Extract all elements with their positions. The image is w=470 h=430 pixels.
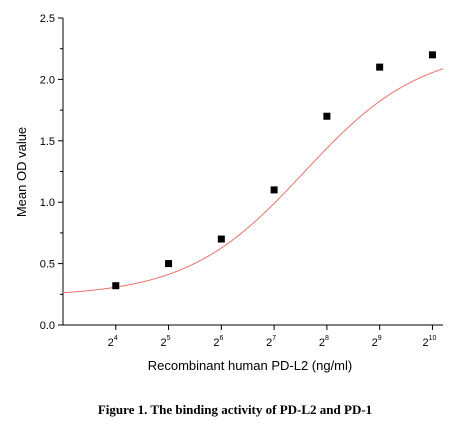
y-tick-label: 2.5 [40,13,55,25]
figure-caption: Figure 1. The binding activity of PD-L2 … [97,402,373,417]
x-axis-title: Recombinant human PD-L2 (ng/ml) [148,358,352,373]
data-points [112,51,436,290]
data-point [428,51,436,59]
y-tick-label: 2.0 [40,74,55,86]
data-point [217,235,225,243]
x-tick-label: 25 [161,335,171,349]
fit-curve [62,68,444,294]
x-tick-label: 29 [372,335,382,349]
data-point [323,112,331,120]
data-point [270,186,278,194]
data-point [112,282,120,290]
y-tick-label: 0.5 [40,259,55,271]
y-tick-label: 1.5 [40,136,55,148]
x-tick-label: 24 [108,335,118,349]
plot-frame [62,18,443,326]
y-axis-title: Mean OD value [14,127,29,217]
x-axis: 24 25 26 27 28 29 210 [108,325,437,349]
y-tick-label: 1.0 [40,197,55,209]
x-tick-label: 210 [422,335,436,349]
y-axis: 0.0 0.5 1.0 1.5 2.0 2.5 [40,13,63,332]
x-tick-label: 27 [266,335,276,349]
data-point [165,260,173,268]
x-tick-label: 28 [319,335,329,349]
data-point [376,63,384,71]
x-tick-label: 26 [213,335,223,349]
chart: 0.0 0.5 1.0 1.5 2.0 2.5 24 25 26 27 28 29 210 Recom… [14,13,444,373]
y-tick-label: 0.0 [40,320,55,332]
